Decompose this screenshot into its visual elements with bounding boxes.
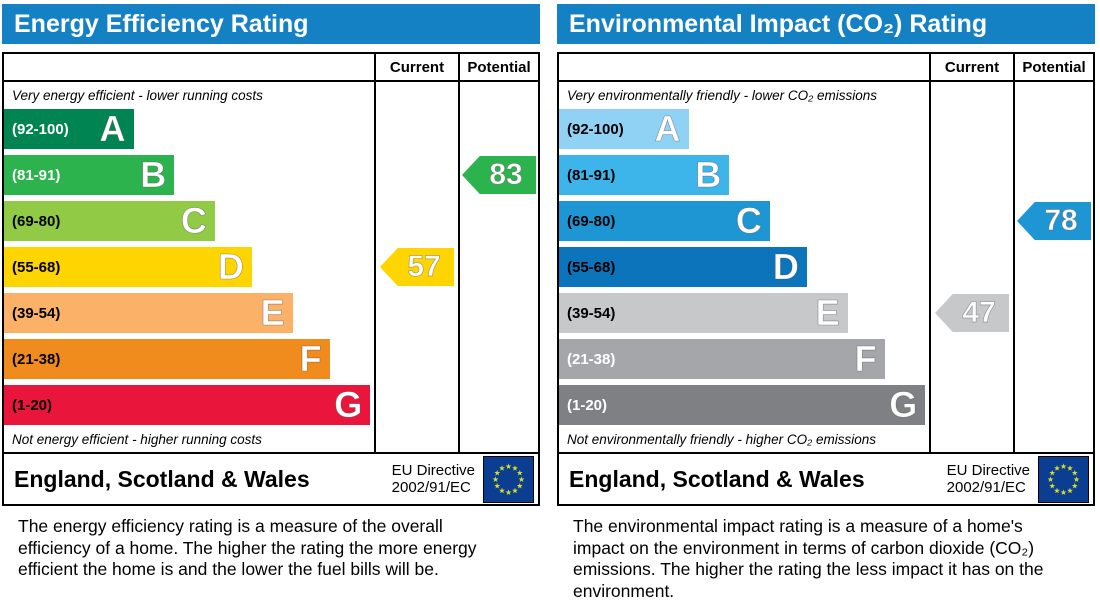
band-range-label: (1-20) bbox=[12, 396, 53, 414]
band-bar-D: (55-68) D bbox=[4, 247, 252, 287]
band-letter: A bbox=[654, 108, 681, 149]
environmental-impact-title: Environmental Impact (CO₂) Rating bbox=[557, 4, 1095, 44]
band-bar-A: (92-100) A bbox=[559, 109, 689, 149]
current-column: 47 bbox=[929, 82, 1013, 452]
band-row-D: (55-68) D bbox=[4, 244, 374, 290]
band-range-label: (55-68) bbox=[12, 258, 61, 276]
potential-rating-arrow: 78 bbox=[1017, 202, 1091, 240]
band-letter: F bbox=[854, 338, 877, 379]
footer: England, Scotland & Wales EU Directive 2… bbox=[2, 452, 540, 506]
band-range-label: (1-20) bbox=[567, 396, 608, 414]
bands: (92-100) A (81-91) B (69-80) C (55-68) D (39-54)… bbox=[559, 106, 929, 428]
band-letter: E bbox=[260, 292, 285, 333]
band-row-F: (21-38) F bbox=[4, 336, 374, 382]
band-row-A: (92-100) A bbox=[559, 106, 929, 152]
current-rating-arrow: 57 bbox=[380, 248, 454, 286]
band-letter: C bbox=[180, 200, 208, 241]
band-letter: G bbox=[334, 384, 363, 425]
band-range-label: (39-54) bbox=[567, 304, 616, 322]
environmental-description: The environmental impact rating is a mea… bbox=[573, 516, 1044, 601]
band-bar-E: (39-54) E bbox=[559, 293, 848, 333]
energy-efficiency-panel: Energy Efficiency Rating Current Potenti… bbox=[2, 4, 540, 602]
band-bar-A: (92-100) A bbox=[4, 109, 134, 149]
band-range-label: (92-100) bbox=[567, 120, 624, 138]
band-bar-G: (1-20) G bbox=[4, 384, 371, 425]
band-range-label: (69-80) bbox=[567, 212, 616, 230]
band-row-G: (1-20) G bbox=[559, 382, 929, 428]
potential-column: 78 bbox=[1013, 82, 1093, 452]
band-range-label: (39-54) bbox=[12, 304, 61, 322]
band-row-E: (39-54) E bbox=[4, 290, 374, 336]
current-column-header: Current bbox=[929, 54, 1013, 82]
band-row-E: (39-54) E bbox=[559, 290, 929, 336]
environmental-impact-panel: Environmental Impact (CO₂) Rating Curren… bbox=[557, 4, 1095, 602]
band-letter: F bbox=[299, 338, 322, 379]
eu-directive-label: EU Directive 2002/91/EC bbox=[946, 461, 1030, 496]
bands: (92-100) A (81-91) B (69-80) C (55-68) D (39-54)… bbox=[4, 106, 374, 428]
band-range-label: (81-91) bbox=[12, 166, 61, 184]
band-range-label: (69-80) bbox=[12, 212, 61, 230]
top-caption: Very environmentally friendly - lower CO… bbox=[567, 88, 877, 103]
energy-band-chart: Very energy efficient - lower running co… bbox=[4, 82, 374, 452]
potential-column-header: Potential bbox=[1013, 54, 1093, 82]
band-letter: G bbox=[889, 384, 918, 425]
potential-column: 83 bbox=[458, 82, 538, 452]
band-letter: E bbox=[815, 292, 840, 333]
eu-directive-label: EU Directive 2002/91/EC bbox=[391, 461, 475, 496]
band-letter: D bbox=[772, 246, 800, 287]
band-range-label: (55-68) bbox=[567, 258, 616, 276]
bottom-caption: Not environmentally friendly - higher CO… bbox=[567, 432, 877, 447]
band-row-C: (69-80) C bbox=[559, 198, 929, 244]
current-column-header: Current bbox=[374, 54, 458, 82]
energy-description: The energy efficiency rating is a measur… bbox=[18, 516, 477, 580]
region-label: England, Scotland & Wales bbox=[569, 465, 865, 492]
band-range-label: (21-38) bbox=[12, 350, 61, 368]
footer: England, Scotland & Wales EU Directive 2… bbox=[557, 452, 1095, 506]
eu-flag-icon bbox=[483, 455, 534, 503]
band-row-A: (92-100) A bbox=[4, 106, 374, 152]
top-caption: Very energy efficient - lower running co… bbox=[12, 88, 263, 103]
band-row-D: (55-68) D bbox=[559, 244, 929, 290]
band-bar-C: (69-80) C bbox=[4, 201, 215, 241]
band-row-F: (21-38) F bbox=[559, 336, 929, 382]
band-range-label: (21-38) bbox=[567, 350, 616, 368]
band-bar-E: (39-54) E bbox=[4, 293, 293, 333]
energy-rating-table: Current Potential Very energy efficient … bbox=[2, 52, 540, 454]
band-letter: B bbox=[140, 154, 167, 195]
band-range-label: (92-100) bbox=[12, 120, 69, 138]
band-row-B: (81-91) B bbox=[4, 152, 374, 198]
band-bar-F: (21-38) F bbox=[559, 339, 885, 379]
environmental-band-chart: Very environmentally friendly - lower CO… bbox=[559, 82, 929, 452]
current-column: 57 bbox=[374, 82, 458, 452]
potential-rating-arrow: 83 bbox=[462, 156, 536, 194]
bottom-caption: Not energy efficient - higher running co… bbox=[12, 432, 262, 447]
region-label: England, Scotland & Wales bbox=[14, 465, 310, 492]
band-row-G: (1-20) G bbox=[4, 382, 374, 428]
band-bar-B: (81-91) B bbox=[559, 154, 730, 195]
band-range-label: (81-91) bbox=[567, 166, 616, 184]
environmental-rating-table: Current Potential Very environmentally f… bbox=[557, 52, 1095, 454]
header-spacer bbox=[559, 54, 929, 82]
current-rating-arrow: 47 bbox=[935, 294, 1009, 332]
band-letter: B bbox=[695, 154, 722, 195]
band-bar-D: (55-68) D bbox=[559, 247, 807, 287]
potential-column-header: Potential bbox=[458, 54, 538, 82]
band-letter: D bbox=[217, 246, 245, 287]
band-letter: C bbox=[735, 200, 763, 241]
band-letter: A bbox=[99, 108, 126, 149]
band-bar-F: (21-38) F bbox=[4, 339, 330, 379]
band-bar-C: (69-80) C bbox=[559, 201, 770, 241]
band-row-B: (81-91) B bbox=[559, 152, 929, 198]
band-bar-G: (1-20) G bbox=[559, 384, 926, 425]
band-bar-B: (81-91) B bbox=[4, 154, 175, 195]
energy-efficiency-title: Energy Efficiency Rating bbox=[2, 4, 540, 44]
band-row-C: (69-80) C bbox=[4, 198, 374, 244]
header-spacer bbox=[4, 54, 374, 82]
eu-flag-icon bbox=[1038, 455, 1089, 503]
